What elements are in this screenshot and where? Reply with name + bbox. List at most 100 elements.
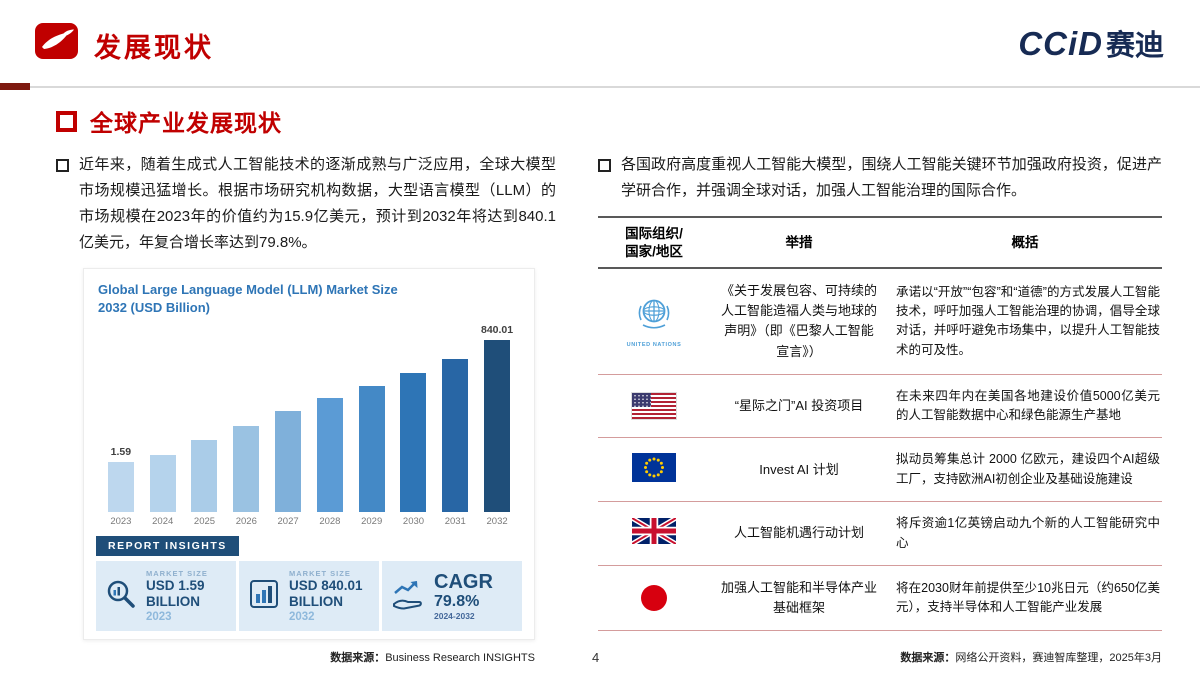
bar-x-tick-label: 2030: [402, 516, 425, 528]
cagr-period: 2024-2032: [434, 610, 475, 621]
measure-cell: “星际之门”AI 投资项目: [734, 397, 864, 413]
chart-title-line1: Global Large Language Model (LLM) Market…: [98, 282, 398, 297]
chart-data-source: 数据来源：Business Research INSIGHTS: [83, 649, 535, 665]
market-size-unit-2023: BILLION: [146, 593, 200, 609]
source-prefix: 数据来源：: [900, 652, 956, 664]
bar-x-tick-label: 2031: [444, 516, 466, 528]
insight-card-market-size-2023: MARKET SIZE USD 1.59 BILLION 2023: [96, 561, 236, 632]
bar-x-tick-label: 2025: [193, 516, 216, 528]
bar-2031: [442, 359, 469, 513]
header-divider-accent: [0, 83, 30, 90]
bar-2023: [107, 462, 134, 513]
llm-market-chart-panel: Global Large Language Model (LLM) Market…: [83, 268, 535, 641]
un-flag-icon: [633, 294, 675, 339]
bar-2028: [316, 398, 343, 513]
square-bullet-icon: [598, 159, 611, 172]
market-size-year-2023: 2023: [146, 611, 172, 624]
source-value: Business Research INSIGHTS: [385, 652, 535, 665]
bar-chart-icon: [247, 577, 281, 616]
left-column: 近年来，随着生成式人工智能技术的逐渐成熟与广泛应用，全球大模型市场规模迅猛增长。…: [56, 152, 556, 665]
bar-2029: [358, 386, 385, 513]
table-data-source: 数据来源：网络公开资料，赛迪智库整理，2025年3月: [900, 649, 1162, 665]
bar-column-2030: 2030: [393, 357, 435, 528]
bar-2024: [149, 455, 176, 513]
bar-column-2028: 2028: [309, 382, 351, 528]
source-prefix: 数据来源：: [330, 652, 386, 665]
section-title: 全球产业发展现状: [90, 110, 282, 136]
summary-cell: 在未来四年内在美国各地建设价值5000亿美元的人工智能数据中心和绿色能源生产基地: [896, 388, 1160, 423]
bar-column-2024: 2024: [142, 439, 184, 528]
government-measures-table: 国际组织/ 国家/地区 举措 概括: [598, 216, 1162, 632]
summary-cell: 将斥资逾1亿英镑启动九个新的人工智能研究中心: [896, 516, 1160, 550]
table-row-uk: 人工智能机遇行动计划 将斥资逾1亿英镑启动九个新的人工智能研究中心: [598, 502, 1162, 566]
un-caption: UNITED NATIONS: [626, 342, 682, 349]
bar-column-2026: 2026: [225, 410, 267, 528]
measure-cell: 人工智能机遇行动计划: [733, 525, 864, 541]
left-bullet-paragraph: 近年来，随着生成式人工智能技术的逐渐成熟与广泛应用，全球大模型市场规模迅猛增长。…: [56, 152, 556, 256]
bar-x-tick-label: 2032: [486, 516, 508, 528]
bar-x-tick-label: 2028: [319, 516, 341, 528]
section-heading: 全球产业发展现状: [56, 104, 282, 138]
table-row-japan: 加强人工智能和半导体产业基础框架 将在2030财年前提供至少10兆日元（约650…: [598, 566, 1162, 632]
page-number: 4: [592, 650, 600, 665]
us-flag-icon: [632, 393, 676, 420]
growth-arrow-hand-icon: [390, 577, 426, 616]
bar-2032: [484, 340, 511, 513]
uk-flag-icon: [630, 515, 678, 549]
bar-x-tick-label: 2029: [361, 516, 383, 528]
bar-column-2023: 1.59 2023: [100, 446, 142, 528]
market-size-year-2032: 2032: [289, 611, 315, 624]
market-size-value-2023: USD 1.59: [146, 578, 205, 594]
bar-2025: [191, 440, 218, 513]
page-title: 发展现状: [94, 33, 214, 63]
japan-flag-icon: [641, 585, 667, 612]
bar-x-tick-label: 2023: [110, 516, 132, 528]
bar-x-tick-label: 2024: [152, 516, 174, 528]
bar-value-label: 840.01: [481, 324, 514, 337]
insight-card-cagr: CAGR 79.8% 2024-2032: [382, 561, 522, 632]
bar-x-tick-label: 2027: [277, 516, 299, 528]
bar-column-2027: 2027: [267, 395, 309, 528]
eu-flag-icon: [632, 452, 676, 487]
left-paragraph-text: 近年来，随着生成式人工智能技术的逐渐成熟与广泛应用，全球大模型市场规模迅猛增长。…: [79, 156, 556, 251]
source-value: 网络公开资料，赛迪智库整理，2025年3月: [955, 652, 1162, 664]
bar-2026: [233, 426, 260, 513]
ccid-chinese-logo: 赛迪: [1105, 30, 1164, 62]
ccid-bird-logo-icon: [34, 20, 80, 67]
right-paragraph-text: 各国政府高度重视人工智能大模型，围绕人工智能关键环节加强政府投资，促进产学研合作…: [621, 156, 1162, 199]
summary-cell: 将在2030财年前提供至少10兆日元（约650亿美元），支持半导体和人工智能产业…: [896, 580, 1160, 615]
bar-2030: [400, 373, 427, 513]
summary-cell: 承诺以“开放”“包容”和“道德”的方式发展人工智能技术，呼吁加强人工智能治理的协…: [896, 284, 1160, 357]
header-divider: [0, 86, 1200, 88]
table-header-summary: 概括: [1011, 234, 1039, 250]
chart-title-line2: 2032 (USD Billion): [98, 299, 210, 315]
table-header-measure: 举措: [785, 234, 813, 250]
measure-cell: 加强人工智能和半导体产业基础框架: [720, 579, 877, 616]
chart-title: Global Large Language Model (LLM) Market…: [98, 281, 520, 316]
insight-card-market-size-2032: MARKET SIZE USD 840.01 BILLION 2032: [239, 561, 379, 632]
bar-column-2025: 2025: [184, 424, 226, 528]
table-row-un: UNITED NATIONS 《关于发展包容、可持续的人工智能造福人类与地球的声…: [598, 269, 1162, 375]
bar-column-2032: 840.01 2032: [476, 324, 518, 528]
magnifier-chart-icon: [104, 577, 138, 616]
square-bullet-icon: [56, 159, 69, 172]
ccid-latin-logo: CCiD: [1018, 25, 1103, 62]
market-size-unit-2032: BILLION: [289, 593, 343, 609]
table-row-us: “星际之门”AI 投资项目 在未来四年内在美国各地建设价值5000亿美元的人工智…: [598, 375, 1162, 439]
right-bullet-paragraph: 各国政府高度重视人工智能大模型，围绕人工智能关键环节加强政府投资，促进产学研合作…: [598, 152, 1162, 204]
right-column: 各国政府高度重视人工智能大模型，围绕人工智能关键环节加强政府投资，促进产学研合作…: [598, 152, 1162, 632]
market-size-value-2032: USD 840.01: [289, 578, 363, 594]
market-size-label: MARKET SIZE: [146, 569, 208, 579]
summary-cell: 拟动员筹集总计 2000 亿欧元，建设四个AI超级工厂，支持欧洲AI初创企业及基…: [896, 452, 1160, 486]
table-header-org: 国际组织/ 国家/地区: [625, 226, 683, 259]
report-insights-badge: REPORT INSIGHTS: [96, 536, 239, 557]
bar-x-tick-label: 2026: [235, 516, 257, 528]
bar-column-2031: 2031: [434, 343, 476, 528]
measure-cell: 《关于发展包容、可持续的人工智能造福人类与地球的声明》（即《巴黎人工智能宣言》）: [720, 283, 877, 359]
measure-cell: Invest AI 计划: [759, 461, 839, 477]
table-header-row: 国际组织/ 国家/地区 举措 概括: [598, 218, 1162, 270]
cagr-value: 79.8%: [434, 592, 480, 610]
market-size-label: MARKET SIZE: [289, 569, 351, 579]
cagr-label: CAGR: [434, 570, 493, 593]
